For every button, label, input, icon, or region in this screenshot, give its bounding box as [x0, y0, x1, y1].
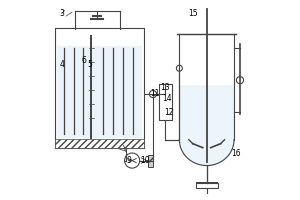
Bar [159, 84, 172, 120]
Text: 15: 15 [188, 9, 197, 18]
Text: 16: 16 [232, 149, 241, 158]
Bar [148, 155, 153, 167]
Polygon shape [179, 86, 234, 166]
Bar [55, 139, 144, 148]
Bar [55, 28, 144, 148]
Text: 13: 13 [160, 83, 170, 92]
Text: 10: 10 [140, 156, 150, 165]
Text: 6: 6 [81, 56, 86, 65]
Text: 4: 4 [59, 60, 64, 69]
Text: 9: 9 [127, 156, 132, 165]
Bar [57, 46, 142, 138]
Text: 3: 3 [59, 9, 64, 18]
Text: 14: 14 [162, 94, 172, 103]
Text: 11: 11 [150, 89, 160, 98]
Text: 12: 12 [164, 108, 174, 117]
Bar [196, 183, 218, 188]
Text: 5: 5 [87, 60, 92, 69]
